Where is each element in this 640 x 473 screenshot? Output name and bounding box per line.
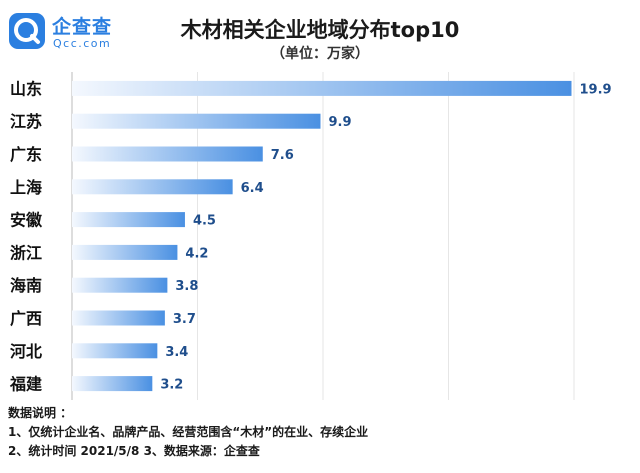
category-label: 海南 bbox=[10, 276, 42, 295]
data-notes: 数据说明 ： 1、仅统计企业名、品牌产品、经营范围含“木材”的在业、存续企业 2… bbox=[8, 404, 368, 461]
category-label: 福建 bbox=[9, 375, 42, 394]
category-label: 山东 bbox=[10, 79, 42, 98]
brand-name: 企查查 bbox=[52, 16, 113, 38]
bars: 山东 19.9 江苏 9.9 广东 7.6 上海 6.4 安徽 4.5 浙江 4.2 海南 3.8 广西 3.… bbox=[9, 79, 612, 393]
value-label: 3.7 bbox=[173, 312, 196, 327]
bar-chart: 山东 19.9 江苏 9.9 广东 7.6 上海 6.4 安徽 4.5 浙江 4.2 海南 3.8 广西 3.… bbox=[9, 72, 612, 400]
chart-subtitle: （单位：万家） bbox=[271, 46, 369, 62]
value-label: 7.6 bbox=[271, 148, 294, 163]
qcc-logo-icon bbox=[9, 13, 45, 49]
category-label: 广西 bbox=[10, 309, 42, 328]
bar bbox=[72, 310, 165, 326]
value-label: 3.8 bbox=[175, 279, 198, 294]
value-label: 9.9 bbox=[328, 115, 351, 130]
category-label: 安徽 bbox=[10, 211, 43, 230]
bar bbox=[72, 244, 178, 260]
value-label: 4.2 bbox=[185, 246, 208, 261]
notes-line-1: 1、仅统计企业名、品牌产品、经营范围含“木材”的在业、存续企业 bbox=[8, 425, 369, 439]
chart-title: 木材相关企业地域分布top10 bbox=[180, 18, 460, 42]
bar bbox=[72, 376, 153, 392]
value-label: 4.5 bbox=[193, 214, 216, 229]
brand-subname: Qcc.com bbox=[53, 37, 112, 50]
bar bbox=[72, 113, 321, 129]
value-label: 3.4 bbox=[165, 345, 188, 360]
brand-logo: 企查查 Qcc.com bbox=[8, 10, 138, 54]
notes-line-2: 2、统计时间 2021/5/8 3、数据来源：企查查 bbox=[8, 444, 260, 458]
bar bbox=[72, 146, 263, 162]
bar bbox=[72, 80, 572, 96]
bar bbox=[72, 212, 185, 228]
category-label: 上海 bbox=[10, 178, 42, 197]
bar bbox=[72, 343, 158, 359]
category-label: 广东 bbox=[10, 145, 42, 164]
category-label: 江苏 bbox=[10, 112, 42, 131]
category-label: 河北 bbox=[10, 342, 42, 361]
value-label: 19.9 bbox=[579, 82, 611, 97]
notes-heading: 数据说明 ： bbox=[8, 406, 73, 420]
value-label: 3.2 bbox=[160, 378, 183, 393]
bar bbox=[72, 179, 233, 195]
value-label: 6.4 bbox=[241, 181, 264, 196]
bar bbox=[72, 277, 168, 293]
category-label: 浙江 bbox=[10, 243, 42, 262]
